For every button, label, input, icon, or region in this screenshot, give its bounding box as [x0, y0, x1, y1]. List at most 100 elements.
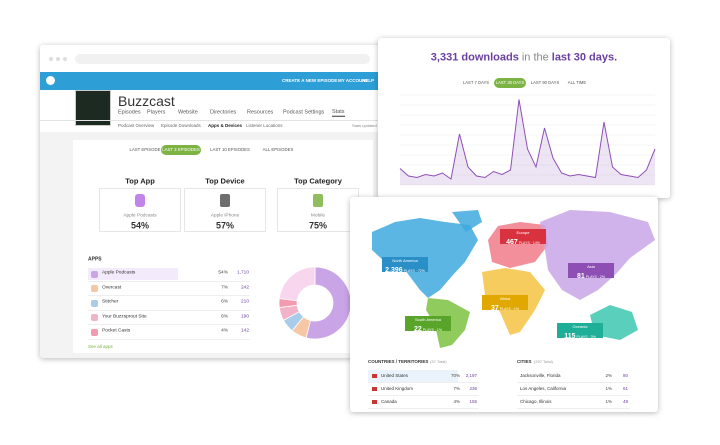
- app-name: Overcast: [102, 285, 122, 291]
- row-line: [88, 309, 250, 311]
- row-line: [88, 280, 250, 282]
- top-icon: [135, 194, 145, 207]
- title-part: in the: [521, 51, 549, 64]
- row-line: [88, 324, 250, 325]
- nav-link: MY ACCOUNT: [338, 77, 369, 83]
- region-count: 37: [491, 304, 499, 312]
- region-count: 81: [577, 272, 585, 280]
- continent: [540, 210, 655, 300]
- row-plays: 61: [622, 385, 628, 391]
- table-total: (37 Total): [430, 359, 447, 364]
- filter: ALL TIME: [567, 79, 587, 85]
- region-label: South America 22PLAYS · 1%: [405, 316, 451, 333]
- tab: Players: [147, 109, 166, 116]
- downloads-title: 3,331 downloads in the last 30 days.: [431, 51, 618, 64]
- row-share: 4%: [453, 398, 460, 404]
- title-part: last 30 days.: [551, 51, 618, 64]
- dot: [63, 57, 67, 61]
- flag: [372, 400, 377, 404]
- region-plays: 37PLAYS · 1%: [491, 298, 519, 314]
- row-share: 1%: [605, 398, 612, 404]
- row-line: [517, 395, 630, 396]
- area: [400, 99, 655, 185]
- row-line: [368, 382, 479, 383]
- dot: [56, 57, 60, 61]
- row-line: [88, 338, 250, 340]
- stats-updated: Stats updated: [352, 123, 377, 128]
- divider: [40, 120, 400, 121]
- row-share: 2%: [605, 372, 612, 378]
- app-icon: [91, 328, 98, 336]
- podcast-name: Buzzcast: [118, 93, 175, 109]
- url-bar: [75, 54, 370, 64]
- app-plays: 190: [240, 314, 249, 320]
- row-plays: 49: [622, 398, 628, 404]
- top-box: [184, 188, 266, 232]
- filter: LAST 7 DAYS: [462, 79, 490, 85]
- row-highlight: [88, 268, 178, 280]
- top-icon: [220, 194, 230, 207]
- row-line: [88, 295, 250, 296]
- apps-heading: APPS: [88, 256, 102, 263]
- row-name: Jacksonville, Florida: [520, 372, 561, 378]
- row-share: 70%: [450, 372, 460, 378]
- region-plays: 467PLAYS · 14%: [506, 232, 540, 248]
- sub-tab: Listener Locations: [246, 122, 283, 128]
- region-name: North America: [392, 258, 418, 263]
- row-line: [368, 395, 479, 396]
- line: [399, 99, 656, 180]
- card: LAST EPISODE LAST 3 EPISODES LAST 10 EPISO…: [73, 140, 373, 353]
- region-detail: PLAYS · 1%: [499, 306, 519, 311]
- region-name: Africa: [499, 296, 511, 301]
- top-heading: Top App: [125, 176, 155, 186]
- row-highlight: [368, 370, 458, 382]
- table-heading: COUNTRIES / TERRITORIES: [368, 358, 429, 364]
- table-heading: CITIES: [517, 358, 532, 364]
- filter: LAST 10 EPISODES: [210, 146, 250, 152]
- row-plays: 80: [622, 372, 628, 378]
- nav-link: CREATE A NEW EPISODE: [282, 77, 338, 83]
- sub-tab: Podcast Overview: [118, 122, 155, 128]
- top-box: [99, 188, 181, 232]
- row-name: United States: [381, 372, 409, 378]
- app-icon: [91, 314, 98, 321]
- top-label: Apple iPhone: [210, 213, 240, 219]
- row-name: Canada: [381, 398, 397, 404]
- region-label: North America 2,396PLAYS · 72%: [382, 257, 428, 274]
- region-detail: PLAYS · 72%: [403, 268, 425, 273]
- top-heading: Top Category: [294, 176, 342, 186]
- app-plays: 210: [240, 299, 249, 305]
- tab: Podcast Settings: [283, 109, 325, 116]
- row-line: [517, 408, 630, 409]
- donut-slice: [305, 266, 352, 340]
- tab: Website: [178, 109, 198, 116]
- row-share: 7%: [453, 385, 460, 391]
- filter: LAST 30 DAYS: [495, 79, 525, 85]
- region-name: Europe: [516, 230, 530, 235]
- app-icon: [91, 299, 98, 307]
- see-all: See all apps: [88, 343, 113, 349]
- app-name: Stitcher: [102, 299, 119, 305]
- row-plays: 236: [469, 385, 477, 391]
- app-icon: [91, 270, 98, 278]
- map-window: North America 2,396PLAYS · 72% Europe 467PL…: [350, 197, 658, 412]
- filter: ALL EPISODES: [262, 146, 294, 152]
- filter: LAST 90 DAYS: [530, 79, 560, 85]
- app-share: 6%: [221, 299, 228, 305]
- app-share: 7%: [221, 285, 228, 291]
- region-name: Oceania: [572, 324, 588, 329]
- app-name: Your Buzzsprout Site: [102, 314, 147, 320]
- region-detail: PLAYS · 3%: [576, 334, 596, 339]
- sub-tab: Episode Downloads: [161, 122, 201, 128]
- region-count: 115: [564, 332, 576, 340]
- row-line: [368, 408, 479, 409]
- top-label: Mobile: [310, 213, 326, 219]
- continent: [452, 210, 482, 232]
- row-name: Los Angeles, California: [520, 385, 567, 391]
- app-plays: 142: [240, 328, 249, 334]
- header-bar: [40, 72, 400, 90]
- top-label: Apple Podcasts: [123, 213, 157, 219]
- region-count: 22: [414, 325, 422, 333]
- filter-pill: [161, 145, 201, 155]
